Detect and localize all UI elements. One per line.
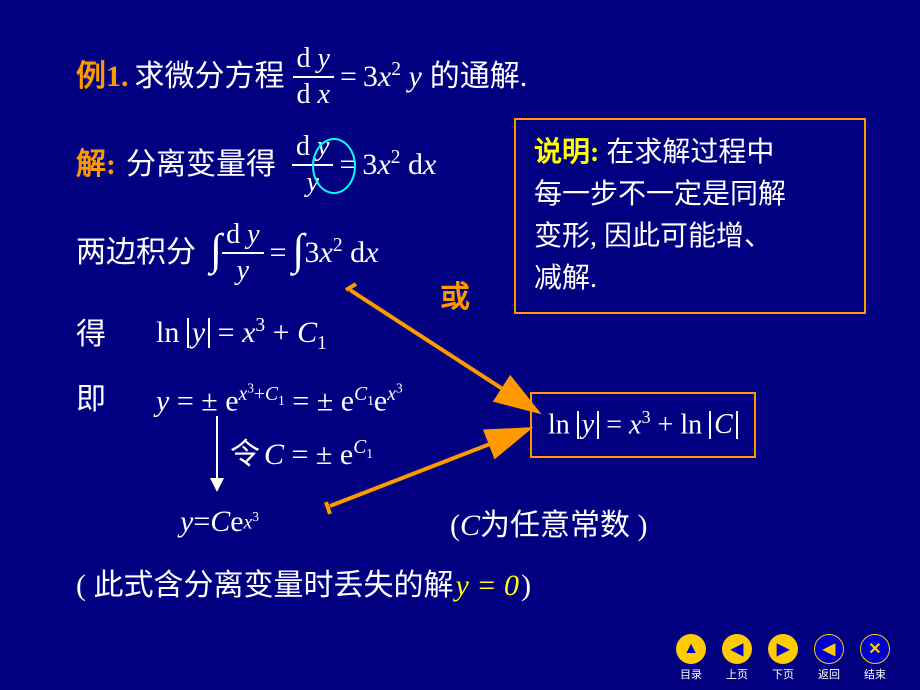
solution-text: 分离变量得: [126, 147, 276, 183]
final-eq: y = C ex3: [180, 504, 259, 540]
result-text: 得: [76, 317, 106, 353]
integrate-text: 两边积分: [76, 235, 196, 271]
nav-prev[interactable]: ◀ 上页: [722, 634, 752, 682]
ie-text: 即: [76, 382, 106, 418]
nav-back[interactable]: ◀ 返回: [814, 634, 844, 682]
const-note: ( C 为任意常数 ): [450, 508, 648, 544]
down-arrow: [216, 416, 218, 490]
title-suffix: 的通解.: [430, 59, 528, 95]
explain-label: 说明:: [534, 137, 599, 168]
eq1-rhs: 3x2 y: [363, 58, 422, 95]
nav-next[interactable]: ▶ 下页: [768, 634, 798, 682]
explain-box: 说明: 在求解过程中 每一步不一定是同解 变形, 因此可能增、 减解.: [514, 118, 866, 314]
solution-line: 解: 分离变量得 d y y = 3x2 dx: [76, 130, 436, 199]
or-label: 或: [440, 280, 470, 316]
example-label: 例1.: [76, 59, 129, 95]
result-line: 得 ln y = x3 + C1: [76, 314, 327, 355]
nav-bar: ▲ 目录 ◀ 上页 ▶ 下页 ◀ 返回 ✕ 结束: [676, 634, 890, 682]
nav-end[interactable]: ✕ 结束: [860, 634, 890, 682]
nav-toc[interactable]: ▲ 目录: [676, 634, 706, 682]
integrate-line: 两边积分 ∫ d y y = ∫ 3x2 dx: [76, 218, 378, 287]
solution-label: 解:: [76, 147, 116, 183]
eq3-rhs: 3x2 dx: [304, 234, 378, 271]
eq1-lhs: d y d x: [293, 42, 334, 111]
eq3-lhs: d y y: [222, 218, 263, 287]
alt-eq-box: ln y = x3 + ln C: [530, 392, 756, 458]
eq2-rhs: 3x2 dx: [362, 146, 436, 183]
let-line: 令 C = ± eC1: [230, 436, 373, 473]
title-line: 例1. 求微分方程 d y d x = 3x2 y 的通解.: [76, 42, 527, 111]
title-text: 求微分方程: [135, 59, 285, 95]
slide-content: 例1. 求微分方程 d y d x = 3x2 y 的通解. 解: 分离变量得 …: [0, 0, 920, 30]
eq2-lhs: d y y: [292, 130, 333, 199]
lost-note: ( 此式含分离变量时丢失的解 y = 0 ): [76, 568, 531, 604]
ie-line: 即 y = ± ex3+C1 = ± eC1ex3: [76, 380, 403, 420]
